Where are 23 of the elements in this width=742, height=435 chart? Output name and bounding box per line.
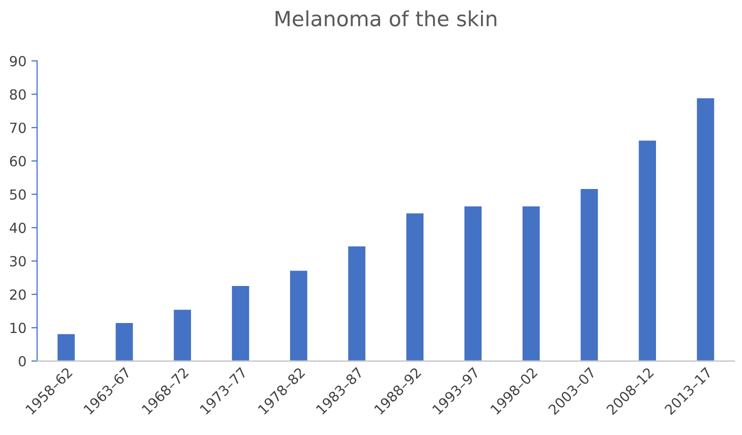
bar (404, 212, 425, 362)
bar (696, 96, 716, 362)
bar (579, 188, 600, 362)
y-tick-label: 80 (10, 89, 26, 100)
y-tick-label: 90 (10, 56, 26, 66)
y-tick-label: 0 (18, 356, 26, 367)
bar (521, 204, 542, 362)
y-tick-label: 10 (10, 322, 26, 334)
bar (463, 204, 484, 362)
y-tick-label: 50 (10, 189, 26, 200)
bar (230, 284, 251, 362)
bar (346, 244, 367, 362)
bar (114, 322, 134, 362)
y-tick-label: 40 (10, 222, 26, 234)
bar (172, 308, 192, 362)
y-tick-label: 30 (10, 256, 26, 266)
bar (637, 139, 658, 362)
y-tick-label: 70 (10, 122, 26, 134)
bar (56, 332, 76, 362)
y-tick-label: 20 (10, 289, 26, 300)
chart-title: Melanoma of the skin (276, 10, 496, 26)
y-tick-label: 60 (10, 156, 26, 166)
bar (288, 269, 309, 362)
